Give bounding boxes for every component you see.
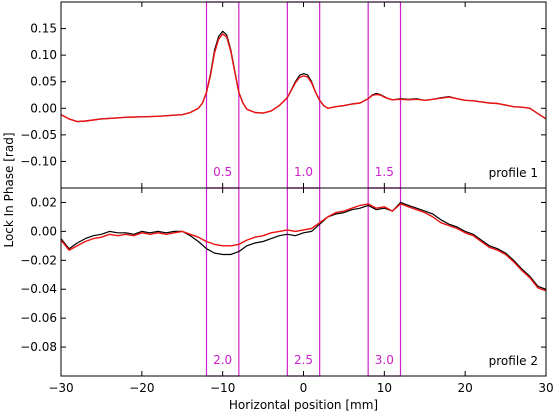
series-group [61, 201, 546, 292]
region-box-label: 2.5 [294, 353, 313, 367]
y-axis-label: Lock In Phase [rad] [2, 132, 16, 247]
x-axis: −30 −20 −10 0 10 20 30 [48, 381, 553, 395]
x-tick-label: −20 [129, 381, 154, 395]
panel-profile-1: −0.10 −0.05 0.00 0.05 0.10 0.15 0.5 1.0 1.5 profi… [20, 1, 547, 189]
profile-label: profile 2 [489, 354, 538, 368]
x-tick-label: 30 [538, 381, 553, 395]
region-box-label: 2.0 [213, 353, 232, 367]
region-box-label: 1.0 [294, 165, 313, 179]
y-tick-label: −0.05 [20, 128, 57, 142]
region-box [205, 1, 240, 189]
y-tick-label: 0.05 [30, 75, 57, 89]
x-tick-label: −10 [210, 381, 235, 395]
series-line-black [61, 201, 546, 290]
y-tick-label: 0.15 [30, 22, 57, 36]
y-tick-label: −0.08 [20, 340, 57, 354]
series-group [61, 30, 546, 123]
x-tick-label: 0 [300, 381, 308, 395]
y-tick-label: −0.04 [20, 282, 57, 296]
y-tick-label: 0.00 [30, 224, 57, 238]
region-box [205, 187, 240, 377]
x-tick-label: 10 [377, 381, 392, 395]
x-tick-label: −30 [48, 381, 73, 395]
region-box [286, 187, 321, 377]
x-axis-label: Horizontal position [mm] [229, 398, 378, 412]
region-box-label: 3.0 [375, 353, 394, 367]
y-tick-label: 0.00 [30, 101, 57, 115]
panel-profile-2: −0.08 −0.06 −0.04 −0.02 0.00 0.02 2.0 2.5 3.0 pro… [20, 187, 547, 377]
y-tick-label: −0.10 [20, 154, 57, 168]
region-box-label: 1.5 [375, 165, 394, 179]
region-box [367, 187, 402, 377]
region-box [286, 1, 321, 189]
y-tick-label: 0.10 [30, 48, 57, 62]
series-line-red [61, 203, 546, 292]
y-tick-label: −0.02 [20, 253, 57, 267]
x-tick-label: 20 [458, 381, 473, 395]
profile-label: profile 1 [489, 166, 538, 180]
y-tick-label: 0.02 [30, 195, 57, 209]
panel-frame [60, 1, 547, 189]
series-line-red [61, 33, 546, 123]
panel-frame [60, 187, 547, 377]
y-tick-label: −0.06 [20, 311, 57, 325]
region-box-label: 0.5 [213, 165, 232, 179]
